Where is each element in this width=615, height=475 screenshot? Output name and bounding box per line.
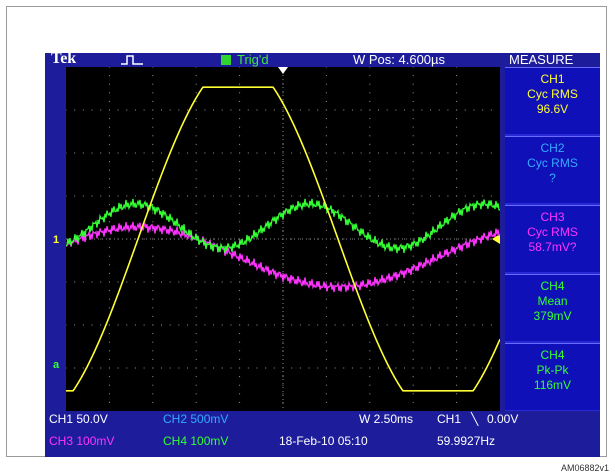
ch1-scale: CH1 50.0V bbox=[49, 412, 108, 426]
measure-channel: CH2 bbox=[540, 141, 565, 155]
trigger-indicator-icon bbox=[221, 55, 231, 65]
ch2-scale: CH2 500mV bbox=[163, 412, 229, 426]
oscilloscope-screen: Tek Trig'd W Pos: 4.600µs MEASURE 1 a bbox=[45, 53, 600, 457]
figure-id: AM06882v1 bbox=[560, 463, 609, 473]
ch3-scale: CH3 100mV bbox=[49, 434, 115, 448]
graticule-svg bbox=[65, 66, 501, 411]
waveform-graticule bbox=[65, 66, 501, 411]
measure-channel: CH4 bbox=[540, 279, 565, 293]
ch4-scale: CH4 100mV bbox=[163, 434, 229, 448]
measure-ch4-mean[interactable]: CH4 Mean 379mV bbox=[505, 274, 600, 341]
brand-label: Tek bbox=[51, 53, 77, 67]
measure-channel: CH1 bbox=[540, 72, 565, 86]
measure-panel: CH1 Cyc RMS 96.6V CH2 Cyc RMS ? CH3 Cyc … bbox=[505, 67, 600, 411]
trigger-position-icon bbox=[278, 67, 288, 74]
measure-type: Cyc RMS bbox=[527, 225, 578, 239]
ch1-ground-marker: 1 bbox=[53, 234, 60, 246]
trace-ch1 bbox=[66, 86, 501, 392]
measure-ch4-pk-pk[interactable]: CH4 Pk-Pk 116mV bbox=[505, 343, 600, 410]
pulse-trigger-icon bbox=[121, 55, 143, 65]
trigger-status: Trig'd bbox=[237, 53, 269, 67]
trigger-source: CH1 bbox=[437, 412, 462, 426]
measure-value: 379mV bbox=[533, 309, 572, 323]
timebase: W 2.50ms bbox=[359, 412, 414, 426]
date-time: 18-Feb-10 05:10 bbox=[279, 434, 368, 448]
measure-value: ? bbox=[549, 171, 556, 185]
figure-frame: Tek Trig'd W Pos: 4.600µs MEASURE 1 a bbox=[6, 6, 607, 457]
measure-type: Mean bbox=[537, 294, 568, 308]
trigger-level-icon bbox=[492, 234, 500, 244]
measure-value: 58.7mV? bbox=[528, 240, 577, 254]
measure-menu-title[interactable]: MEASURE bbox=[509, 53, 574, 67]
trigger-frequency: 59.9927Hz bbox=[437, 434, 496, 448]
measure-ch2-cyc-rms[interactable]: CH2 Cyc RMS ? bbox=[505, 136, 600, 203]
measure-ch1-cyc-rms[interactable]: CH1 Cyc RMS 96.6V bbox=[505, 67, 600, 134]
ch4-ground-marker: a bbox=[53, 359, 60, 371]
graticule-dots bbox=[65, 66, 492, 403]
measure-channel: CH4 bbox=[540, 348, 565, 362]
trigger-slope-icon: ╲ bbox=[471, 412, 479, 426]
measure-ch3-cyc-rms[interactable]: CH3 Cyc RMS 58.7mV? bbox=[505, 205, 600, 272]
measure-value: 116mV bbox=[533, 378, 572, 392]
measure-value: 96.6V bbox=[536, 102, 569, 116]
trigger-level: 0.00V bbox=[487, 412, 519, 426]
measure-type: Cyc RMS bbox=[527, 87, 578, 101]
trace-ch3 bbox=[65, 221, 501, 293]
trace-ch4 bbox=[65, 198, 501, 254]
measure-channel: CH3 bbox=[540, 210, 565, 224]
horizontal-position: W Pos: 4.600µs bbox=[353, 53, 446, 67]
measure-type: Pk-Pk bbox=[536, 363, 569, 377]
measure-type: Cyc RMS bbox=[527, 156, 578, 170]
